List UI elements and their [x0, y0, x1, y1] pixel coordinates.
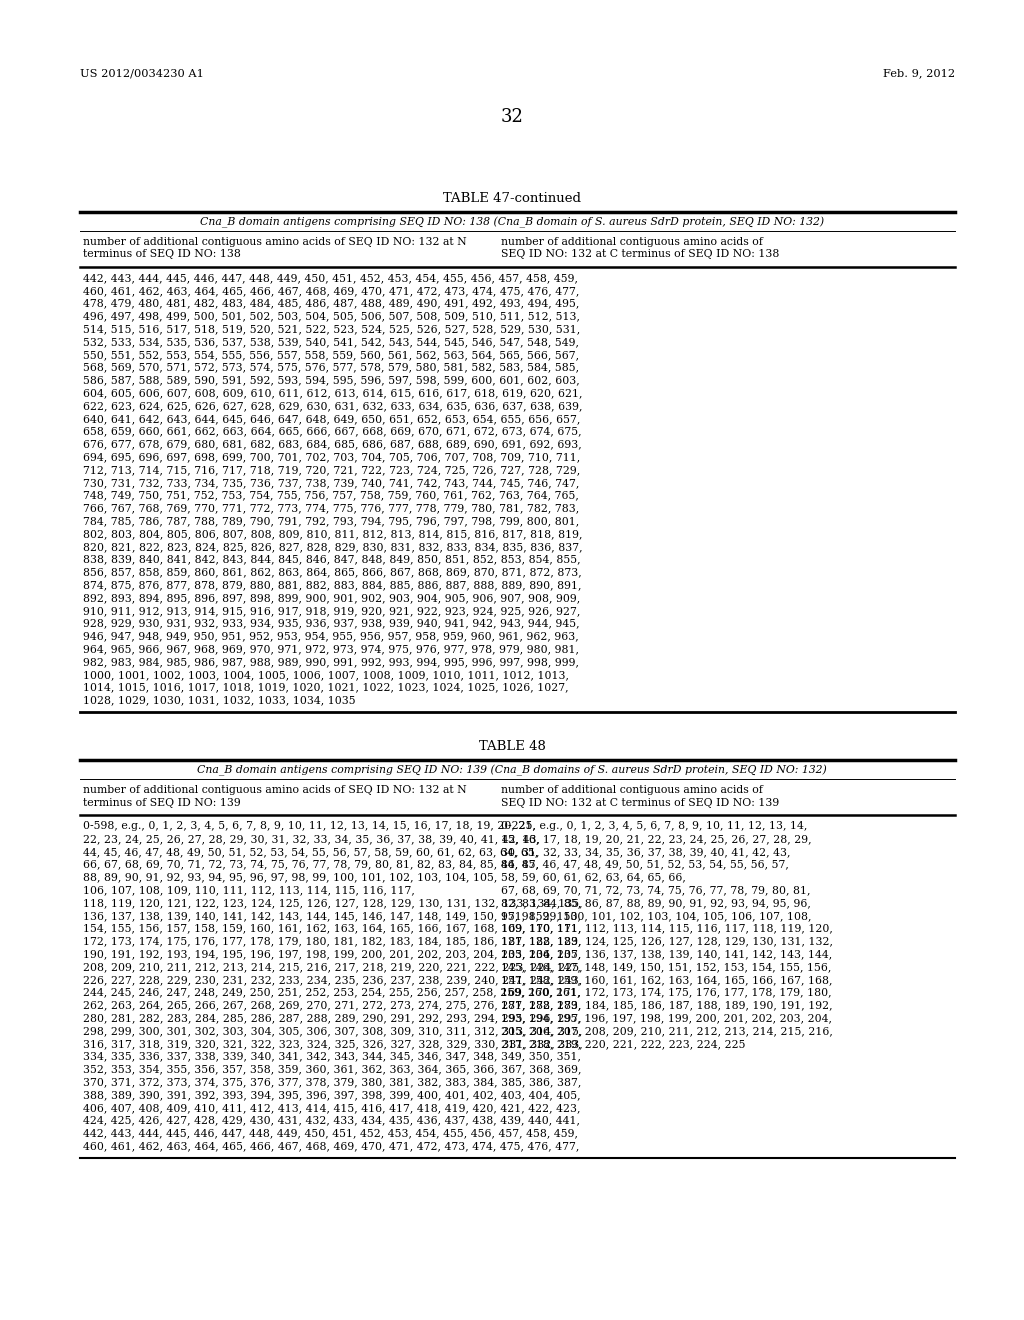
Text: 892, 893, 894, 895, 896, 897, 898, 899, 900, 901, 902, 903, 904, 905, 906, 907, : 892, 893, 894, 895, 896, 897, 898, 899, …	[83, 593, 581, 603]
Text: 442, 443, 444, 445, 446, 447, 448, 449, 450, 451, 452, 453, 454, 455, 456, 457, : 442, 443, 444, 445, 446, 447, 448, 449, …	[83, 273, 578, 282]
Text: 118, 119, 120, 121, 122, 123, 124, 125, 126, 127, 128, 129, 130, 131, 132, 133, : 118, 119, 120, 121, 122, 123, 124, 125, …	[83, 898, 583, 908]
Text: 136, 137, 138, 139, 140, 141, 142, 143, 144, 145, 146, 147, 148, 149, 150, 151, : 136, 137, 138, 139, 140, 141, 142, 143, …	[83, 911, 581, 921]
Text: 496, 497, 498, 499, 500, 501, 502, 503, 504, 505, 506, 507, 508, 509, 510, 511, : 496, 497, 498, 499, 500, 501, 502, 503, …	[83, 312, 580, 321]
Text: 928, 929, 930, 931, 932, 933, 934, 935, 936, 937, 938, 939, 940, 941, 942, 943, : 928, 929, 930, 931, 932, 933, 934, 935, …	[83, 619, 580, 628]
Text: 193, 194, 195, 196, 197, 198, 199, 200, 201, 202, 203, 204,: 193, 194, 195, 196, 197, 198, 199, 200, …	[501, 1014, 831, 1023]
Text: 109, 110, 111, 112, 113, 114, 115, 116, 117, 118, 119, 120,: 109, 110, 111, 112, 113, 114, 115, 116, …	[501, 924, 833, 933]
Text: 44, 45, 46, 47, 48, 49, 50, 51, 52, 53, 54, 55, 56, 57, 58, 59, 60, 61, 62, 63, : 44, 45, 46, 47, 48, 49, 50, 51, 52, 53, …	[83, 847, 539, 857]
Text: 244, 245, 246, 247, 248, 249, 250, 251, 252, 253, 254, 255, 256, 257, 258, 259, : 244, 245, 246, 247, 248, 249, 250, 251, …	[83, 987, 581, 998]
Text: 784, 785, 786, 787, 788, 789, 790, 791, 792, 793, 794, 795, 796, 797, 798, 799, : 784, 785, 786, 787, 788, 789, 790, 791, …	[83, 516, 580, 527]
Text: 67, 68, 69, 70, 71, 72, 73, 74, 75, 76, 77, 78, 79, 80, 81,: 67, 68, 69, 70, 71, 72, 73, 74, 75, 76, …	[501, 886, 811, 895]
Text: 856, 857, 858, 859, 860, 861, 862, 863, 864, 865, 866, 867, 868, 869, 870, 871, : 856, 857, 858, 859, 860, 861, 862, 863, …	[83, 568, 582, 577]
Text: 15, 16, 17, 18, 19, 20, 21, 22, 23, 24, 25, 26, 27, 28, 29,: 15, 16, 17, 18, 19, 20, 21, 22, 23, 24, …	[501, 834, 812, 843]
Text: 388, 389, 390, 391, 392, 393, 394, 395, 396, 397, 398, 399, 400, 401, 402, 403, : 388, 389, 390, 391, 392, 393, 394, 395, …	[83, 1090, 581, 1100]
Text: 334, 335, 336, 337, 338, 339, 340, 341, 342, 343, 344, 345, 346, 347, 348, 349, : 334, 335, 336, 337, 338, 339, 340, 341, …	[83, 1052, 581, 1061]
Text: US 2012/0034230 A1: US 2012/0034230 A1	[80, 69, 204, 78]
Text: 58, 59, 60, 61, 62, 63, 64, 65, 66,: 58, 59, 60, 61, 62, 63, 64, 65, 66,	[501, 873, 686, 882]
Text: 406, 407, 408, 409, 410, 411, 412, 413, 414, 415, 416, 417, 418, 419, 420, 421, : 406, 407, 408, 409, 410, 411, 412, 413, …	[83, 1102, 581, 1113]
Text: 568, 569, 570, 571, 572, 573, 574, 575, 576, 577, 578, 579, 580, 581, 582, 583, : 568, 569, 570, 571, 572, 573, 574, 575, …	[83, 363, 580, 372]
Text: 217, 218, 219, 220, 221, 222, 223, 224, 225: 217, 218, 219, 220, 221, 222, 223, 224, …	[501, 1039, 745, 1049]
Text: 172, 173, 174, 175, 176, 177, 178, 179, 180, 181, 182, 183, 184, 185, 186, 187, : 172, 173, 174, 175, 176, 177, 178, 179, …	[83, 936, 582, 946]
Text: 604, 605, 606, 607, 608, 609, 610, 611, 612, 613, 614, 615, 616, 617, 618, 619, : 604, 605, 606, 607, 608, 609, 610, 611, …	[83, 388, 583, 399]
Text: 766, 767, 768, 769, 770, 771, 772, 773, 774, 775, 776, 777, 778, 779, 780, 781, : 766, 767, 768, 769, 770, 771, 772, 773, …	[83, 503, 580, 513]
Text: 532, 533, 534, 535, 536, 537, 538, 539, 540, 541, 542, 543, 544, 545, 546, 547, : 532, 533, 534, 535, 536, 537, 538, 539, …	[83, 337, 579, 347]
Text: 748, 749, 750, 751, 752, 753, 754, 755, 756, 757, 758, 759, 760, 761, 762, 763, : 748, 749, 750, 751, 752, 753, 754, 755, …	[83, 491, 579, 500]
Text: 0-225, e.g., 0, 1, 2, 3, 4, 5, 6, 7, 8, 9, 10, 11, 12, 13, 14,: 0-225, e.g., 0, 1, 2, 3, 4, 5, 6, 7, 8, …	[501, 821, 807, 832]
Text: 622, 623, 624, 625, 626, 627, 628, 629, 630, 631, 632, 633, 634, 635, 636, 637, : 622, 623, 624, 625, 626, 627, 628, 629, …	[83, 401, 583, 411]
Text: 910, 911, 912, 913, 914, 915, 916, 917, 918, 919, 920, 921, 922, 923, 924, 925, : 910, 911, 912, 913, 914, 915, 916, 917, …	[83, 606, 581, 616]
Text: 964, 965, 966, 967, 968, 969, 970, 971, 972, 973, 974, 975, 976, 977, 978, 979, : 964, 965, 966, 967, 968, 969, 970, 971, …	[83, 644, 579, 655]
Text: TABLE 47-continued: TABLE 47-continued	[443, 191, 581, 205]
Text: 1000, 1001, 1002, 1003, 1004, 1005, 1006, 1007, 1008, 1009, 1010, 1011, 1012, 10: 1000, 1001, 1002, 1003, 1004, 1005, 1006…	[83, 669, 569, 680]
Text: 802, 803, 804, 805, 806, 807, 808, 809, 810, 811, 812, 813, 814, 815, 816, 817, : 802, 803, 804, 805, 806, 807, 808, 809, …	[83, 529, 583, 539]
Text: 190, 191, 192, 193, 194, 195, 196, 197, 198, 199, 200, 201, 202, 203, 204, 205, : 190, 191, 192, 193, 194, 195, 196, 197, …	[83, 949, 582, 960]
Text: 838, 839, 840, 841, 842, 843, 844, 845, 846, 847, 848, 849, 850, 851, 852, 853, : 838, 839, 840, 841, 842, 843, 844, 845, …	[83, 554, 581, 565]
Text: 181, 182, 183, 184, 185, 186, 187, 188, 189, 190, 191, 192,: 181, 182, 183, 184, 185, 186, 187, 188, …	[501, 1001, 833, 1010]
Text: 157, 158, 159, 160, 161, 162, 163, 164, 165, 166, 167, 168,: 157, 158, 159, 160, 161, 162, 163, 164, …	[501, 974, 833, 985]
Text: 658, 659, 660, 661, 662, 663, 664, 665, 666, 667, 668, 669, 670, 671, 672, 673, : 658, 659, 660, 661, 662, 663, 664, 665, …	[83, 426, 582, 437]
Text: 97, 98, 99, 100, 101, 102, 103, 104, 105, 106, 107, 108,: 97, 98, 99, 100, 101, 102, 103, 104, 105…	[501, 911, 811, 921]
Text: 370, 371, 372, 373, 374, 375, 376, 377, 378, 379, 380, 381, 382, 383, 384, 385, : 370, 371, 372, 373, 374, 375, 376, 377, …	[83, 1077, 582, 1088]
Text: 280, 281, 282, 283, 284, 285, 286, 287, 288, 289, 290, 291, 292, 293, 294, 295, : 280, 281, 282, 283, 284, 285, 286, 287, …	[83, 1014, 582, 1023]
Text: 982, 983, 984, 985, 986, 987, 988, 989, 990, 991, 992, 993, 994, 995, 996, 997, : 982, 983, 984, 985, 986, 987, 988, 989, …	[83, 657, 579, 667]
Text: 550, 551, 552, 553, 554, 555, 556, 557, 558, 559, 560, 561, 562, 563, 564, 565, : 550, 551, 552, 553, 554, 555, 556, 557, …	[83, 350, 580, 360]
Text: 586, 587, 588, 589, 590, 591, 592, 593, 594, 595, 596, 597, 598, 599, 600, 601, : 586, 587, 588, 589, 590, 591, 592, 593, …	[83, 375, 580, 385]
Text: 640, 641, 642, 643, 644, 645, 646, 647, 648, 649, 650, 651, 652, 653, 654, 655, : 640, 641, 642, 643, 644, 645, 646, 647, …	[83, 413, 581, 424]
Text: 514, 515, 516, 517, 518, 519, 520, 521, 522, 523, 524, 525, 526, 527, 528, 529, : 514, 515, 516, 517, 518, 519, 520, 521, …	[83, 325, 581, 334]
Text: 712, 713, 714, 715, 716, 717, 718, 719, 720, 721, 722, 723, 724, 725, 726, 727, : 712, 713, 714, 715, 716, 717, 718, 719, …	[83, 465, 581, 475]
Text: 730, 731, 732, 733, 734, 735, 736, 737, 738, 739, 740, 741, 742, 743, 744, 745, : 730, 731, 732, 733, 734, 735, 736, 737, …	[83, 478, 580, 488]
Text: 121, 122, 123, 124, 125, 126, 127, 128, 129, 130, 131, 132,: 121, 122, 123, 124, 125, 126, 127, 128, …	[501, 936, 833, 946]
Text: 145, 146, 147, 148, 149, 150, 151, 152, 153, 154, 155, 156,: 145, 146, 147, 148, 149, 150, 151, 152, …	[501, 962, 831, 972]
Text: 478, 479, 480, 481, 482, 483, 484, 485, 486, 487, 488, 489, 490, 491, 492, 493, : 478, 479, 480, 481, 482, 483, 484, 485, …	[83, 298, 580, 309]
Text: Cna_B domain antigens comprising SEQ ID NO: 138 (Cna_B domain of S. aureus SdrD : Cna_B domain antigens comprising SEQ ID …	[200, 216, 824, 228]
Text: 460, 461, 462, 463, 464, 465, 466, 467, 468, 469, 470, 471, 472, 473, 474, 475, : 460, 461, 462, 463, 464, 465, 466, 467, …	[83, 1142, 580, 1151]
Text: TABLE 48: TABLE 48	[478, 741, 546, 754]
Text: number of additional contiguous amino acids of
SEQ ID NO: 132 at C terminus of S: number of additional contiguous amino ac…	[501, 238, 779, 260]
Text: 1028, 1029, 1030, 1031, 1032, 1033, 1034, 1035: 1028, 1029, 1030, 1031, 1032, 1033, 1034…	[83, 696, 355, 705]
Text: 352, 353, 354, 355, 356, 357, 358, 359, 360, 361, 362, 363, 364, 365, 366, 367, : 352, 353, 354, 355, 356, 357, 358, 359, …	[83, 1064, 582, 1074]
Text: 133, 134, 135, 136, 137, 138, 139, 140, 141, 142, 143, 144,: 133, 134, 135, 136, 137, 138, 139, 140, …	[501, 949, 833, 960]
Text: 226, 227, 228, 229, 230, 231, 232, 233, 234, 235, 236, 237, 238, 239, 240, 241, : 226, 227, 228, 229, 230, 231, 232, 233, …	[83, 974, 583, 985]
Text: 946, 947, 948, 949, 950, 951, 952, 953, 954, 955, 956, 957, 958, 959, 960, 961, : 946, 947, 948, 949, 950, 951, 952, 953, …	[83, 631, 579, 642]
Text: number of additional contiguous amino acids of SEQ ID NO: 132 at N
terminus of S: number of additional contiguous amino ac…	[83, 785, 467, 808]
Text: 1014, 1015, 1016, 1017, 1018, 1019, 1020, 1021, 1022, 1023, 1024, 1025, 1026, 10: 1014, 1015, 1016, 1017, 1018, 1019, 1020…	[83, 682, 568, 693]
Text: 82, 83, 84, 85, 86, 87, 88, 89, 90, 91, 92, 93, 94, 95, 96,: 82, 83, 84, 85, 86, 87, 88, 89, 90, 91, …	[501, 898, 811, 908]
Text: 0-598, e.g., 0, 1, 2, 3, 4, 5, 6, 7, 8, 9, 10, 11, 12, 13, 14, 15, 16, 17, 18, 1: 0-598, e.g., 0, 1, 2, 3, 4, 5, 6, 7, 8, …	[83, 821, 536, 832]
Text: 676, 677, 678, 679, 680, 681, 682, 683, 684, 685, 686, 687, 688, 689, 690, 691, : 676, 677, 678, 679, 680, 681, 682, 683, …	[83, 440, 582, 449]
Text: number of additional contiguous amino acids of
SEQ ID NO: 132 at C terminus of S: number of additional contiguous amino ac…	[501, 785, 779, 808]
Text: 32: 32	[501, 108, 523, 125]
Text: Feb. 9, 2012: Feb. 9, 2012	[883, 69, 955, 78]
Text: 874, 875, 876, 877, 878, 879, 880, 881, 882, 883, 884, 885, 886, 887, 888, 889, : 874, 875, 876, 877, 878, 879, 880, 881, …	[83, 581, 582, 590]
Text: 106, 107, 108, 109, 110, 111, 112, 113, 114, 115, 116, 117,: 106, 107, 108, 109, 110, 111, 112, 113, …	[83, 886, 415, 895]
Text: 205, 206, 207, 208, 209, 210, 211, 212, 213, 214, 215, 216,: 205, 206, 207, 208, 209, 210, 211, 212, …	[501, 1026, 833, 1036]
Text: 22, 23, 24, 25, 26, 27, 28, 29, 30, 31, 32, 33, 34, 35, 36, 37, 38, 39, 40, 41, : 22, 23, 24, 25, 26, 27, 28, 29, 30, 31, …	[83, 834, 540, 843]
Text: 442, 443, 444, 445, 446, 447, 448, 449, 450, 451, 452, 453, 454, 455, 456, 457, : 442, 443, 444, 445, 446, 447, 448, 449, …	[83, 1129, 578, 1138]
Text: Cna_B domain antigens comprising SEQ ID NO: 139 (Cna_B domains of S. aureus SdrD: Cna_B domain antigens comprising SEQ ID …	[198, 766, 826, 776]
Text: 820, 821, 822, 823, 824, 825, 826, 827, 828, 829, 830, 831, 832, 833, 834, 835, : 820, 821, 822, 823, 824, 825, 826, 827, …	[83, 541, 583, 552]
Text: 694, 695, 696, 697, 698, 699, 700, 701, 702, 703, 704, 705, 706, 707, 708, 709, : 694, 695, 696, 697, 698, 699, 700, 701, …	[83, 453, 581, 462]
Text: 460, 461, 462, 463, 464, 465, 466, 467, 468, 469, 470, 471, 472, 473, 474, 475, : 460, 461, 462, 463, 464, 465, 466, 467, …	[83, 286, 580, 296]
Text: 66, 67, 68, 69, 70, 71, 72, 73, 74, 75, 76, 77, 78, 79, 80, 81, 82, 83, 84, 85, : 66, 67, 68, 69, 70, 71, 72, 73, 74, 75, …	[83, 859, 539, 870]
Text: 169, 170, 171, 172, 173, 174, 175, 176, 177, 178, 179, 180,: 169, 170, 171, 172, 173, 174, 175, 176, …	[501, 987, 831, 998]
Text: 44, 45, 46, 47, 48, 49, 50, 51, 52, 53, 54, 55, 56, 57,: 44, 45, 46, 47, 48, 49, 50, 51, 52, 53, …	[501, 859, 788, 870]
Text: 30, 31, 32, 33, 34, 35, 36, 37, 38, 39, 40, 41, 42, 43,: 30, 31, 32, 33, 34, 35, 36, 37, 38, 39, …	[501, 847, 791, 857]
Text: 88, 89, 90, 91, 92, 93, 94, 95, 96, 97, 98, 99, 100, 101, 102, 103, 104, 105,: 88, 89, 90, 91, 92, 93, 94, 95, 96, 97, …	[83, 873, 498, 882]
Text: 208, 209, 210, 211, 212, 213, 214, 215, 216, 217, 218, 219, 220, 221, 222, 223, : 208, 209, 210, 211, 212, 213, 214, 215, …	[83, 962, 583, 972]
Text: 154, 155, 156, 157, 158, 159, 160, 161, 162, 163, 164, 165, 166, 167, 168, 169, : 154, 155, 156, 157, 158, 159, 160, 161, …	[83, 924, 582, 933]
Text: number of additional contiguous amino acids of SEQ ID NO: 132 at N
terminus of S: number of additional contiguous amino ac…	[83, 238, 467, 260]
Text: 262, 263, 264, 265, 266, 267, 268, 269, 270, 271, 272, 273, 274, 275, 276, 277, : 262, 263, 264, 265, 266, 267, 268, 269, …	[83, 1001, 582, 1010]
Text: 316, 317, 318, 319, 320, 321, 322, 323, 324, 325, 326, 327, 328, 329, 330, 331, : 316, 317, 318, 319, 320, 321, 322, 323, …	[83, 1039, 583, 1049]
Text: 424, 425, 426, 427, 428, 429, 430, 431, 432, 433, 434, 435, 436, 437, 438, 439, : 424, 425, 426, 427, 428, 429, 430, 431, …	[83, 1115, 580, 1126]
Text: 298, 299, 300, 301, 302, 303, 304, 305, 306, 307, 308, 309, 310, 311, 312, 313, : 298, 299, 300, 301, 302, 303, 304, 305, …	[83, 1026, 583, 1036]
